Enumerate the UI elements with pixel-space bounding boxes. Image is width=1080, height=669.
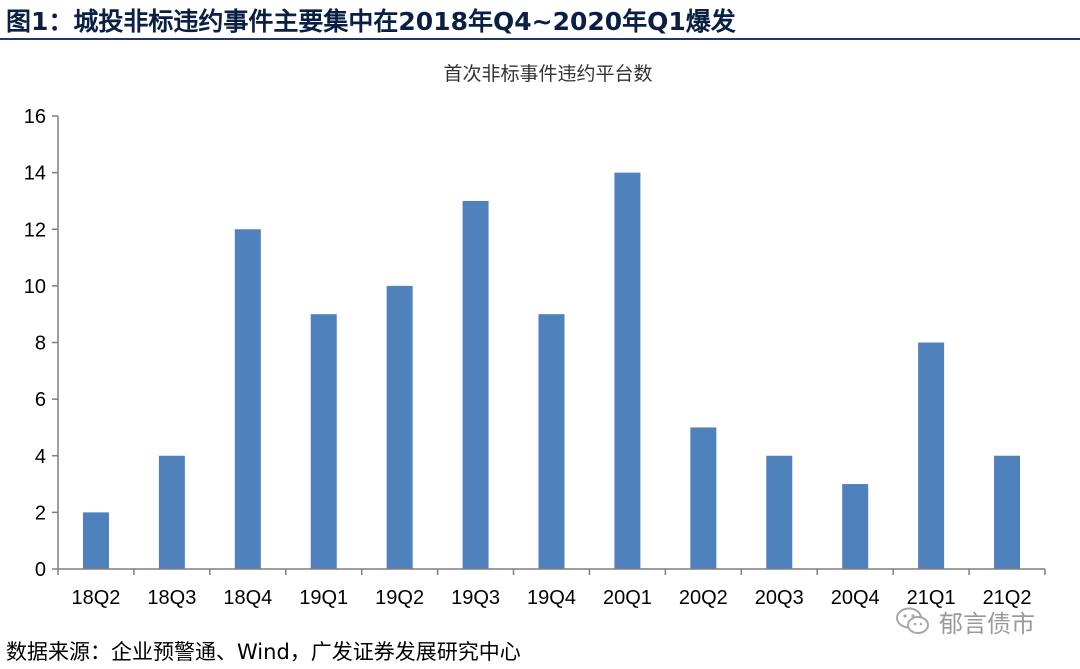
title-divider — [0, 38, 1080, 40]
x-tick-label: 18Q4 — [223, 587, 272, 609]
x-tick-label: 20Q1 — [603, 587, 652, 609]
bar-19Q4 — [538, 314, 565, 569]
wechat-icon — [896, 607, 929, 634]
bar-19Q1 — [310, 314, 337, 569]
bar-19Q2 — [386, 285, 413, 569]
x-tick-label: 19Q4 — [527, 587, 576, 609]
bar-20Q4 — [842, 484, 869, 569]
y-tick-label: 6 — [35, 389, 46, 411]
y-tick-label: 12 — [24, 219, 46, 241]
bars-group — [82, 172, 1021, 569]
y-axis-ticks: 0 2 4 6 8 10 12 14 16 — [24, 106, 58, 581]
x-axis-ticks: 18Q2 18Q3 18Q4 19Q1 19Q2 19Q3 19Q4 20Q1 20Q2 20Q3… — [57, 569, 1046, 609]
x-tick-label: 19Q3 — [451, 587, 500, 609]
chart-title: 首次非标事件违约平台数 — [443, 63, 652, 85]
y-tick-label: 10 — [24, 276, 46, 298]
y-tick-label: 14 — [24, 163, 46, 185]
x-tick-label: 19Q1 — [299, 587, 348, 609]
x-tick-label: 18Q3 — [147, 587, 196, 609]
x-tick-label: 21Q2 — [983, 587, 1032, 609]
bar-18Q4 — [234, 229, 261, 569]
x-tick-label: 18Q2 — [71, 587, 120, 609]
y-tick-label: 8 — [35, 333, 46, 355]
y-tick-label: 0 — [35, 559, 46, 581]
x-tick-label: 21Q1 — [907, 587, 956, 609]
bar-20Q2 — [690, 427, 717, 569]
bar-18Q3 — [158, 455, 185, 569]
bar-chart: 首次非标事件违约平台数 0 2 4 6 8 10 12 14 16 18Q2 18Q3 18Q4 19… — [24, 63, 1046, 609]
bar-21Q1 — [918, 342, 945, 569]
bar-19Q3 — [462, 200, 489, 569]
watermark: 郁言债市 — [895, 605, 1035, 638]
figure-title: 图1：城投非标违约事件主要集中在2018年Q4~2020年Q1爆发 — [6, 7, 736, 36]
x-tick-label: 20Q4 — [831, 587, 880, 609]
watermark-text: 郁言债市 — [939, 609, 1035, 638]
x-tick-label: 20Q2 — [679, 587, 728, 609]
y-tick-label: 2 — [35, 502, 46, 524]
bar-20Q3 — [766, 455, 793, 569]
y-tick-label: 16 — [24, 106, 46, 128]
y-tick-label: 4 — [35, 446, 46, 468]
x-tick-label: 19Q2 — [375, 587, 424, 609]
bar-20Q1 — [614, 172, 641, 569]
bar-21Q2 — [994, 455, 1021, 569]
x-tick-label: 20Q3 — [755, 587, 804, 609]
bar-18Q2 — [82, 512, 109, 569]
source-note: 数据来源：企业预警通、Wind，广发证券发展研究中心 — [6, 640, 521, 664]
